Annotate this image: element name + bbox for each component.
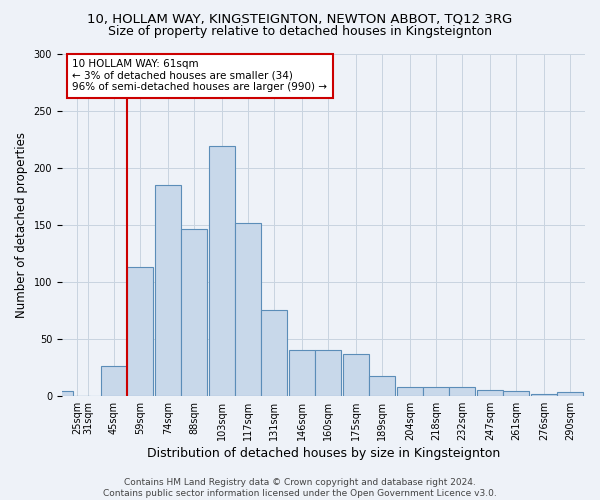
- X-axis label: Distribution of detached houses by size in Kingsteignton: Distribution of detached houses by size …: [147, 447, 500, 460]
- Bar: [449, 386, 475, 396]
- Text: Contains HM Land Registry data © Crown copyright and database right 2024.
Contai: Contains HM Land Registry data © Crown c…: [103, 478, 497, 498]
- Y-axis label: Number of detached properties: Number of detached properties: [15, 132, 28, 318]
- Bar: [181, 230, 207, 396]
- Bar: [235, 222, 261, 396]
- Bar: [531, 394, 557, 396]
- Bar: [557, 392, 583, 396]
- Text: 10 HOLLAM WAY: 61sqm
← 3% of detached houses are smaller (34)
96% of semi-detach: 10 HOLLAM WAY: 61sqm ← 3% of detached ho…: [73, 59, 328, 92]
- Bar: [503, 392, 529, 396]
- Bar: [478, 390, 503, 396]
- Text: 10, HOLLAM WAY, KINGSTEIGNTON, NEWTON ABBOT, TQ12 3RG: 10, HOLLAM WAY, KINGSTEIGNTON, NEWTON AB…: [88, 12, 512, 26]
- Bar: [289, 350, 315, 396]
- Bar: [424, 386, 449, 396]
- Bar: [47, 392, 73, 396]
- Bar: [343, 354, 369, 396]
- Bar: [370, 376, 395, 396]
- Bar: [101, 366, 127, 396]
- Bar: [155, 185, 181, 396]
- Bar: [316, 350, 341, 396]
- Bar: [127, 267, 153, 396]
- Text: Size of property relative to detached houses in Kingsteignton: Size of property relative to detached ho…: [108, 25, 492, 38]
- Bar: [262, 310, 287, 396]
- Bar: [209, 146, 235, 396]
- Bar: [397, 386, 423, 396]
